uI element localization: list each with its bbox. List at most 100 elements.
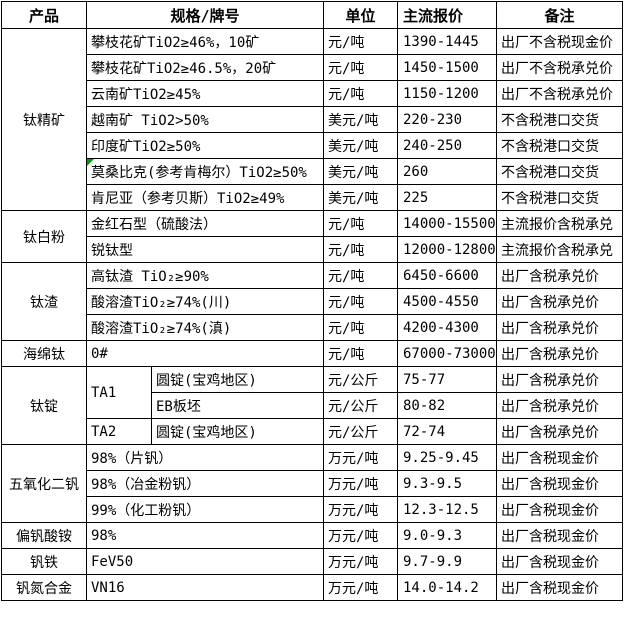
unit-cell: 美元/吨 xyxy=(323,184,398,211)
spec-cell: 肯尼亚（参考贝斯）TiO2≥49% xyxy=(86,184,324,211)
comment-indicator-icon xyxy=(87,159,94,166)
table-row: 锐钛型 元/吨 12000-12800 主流报价含税承兑 xyxy=(2,236,623,263)
note-cell: 出厂含税现金价 xyxy=(496,496,623,523)
note-cell: 不含税港口交货 xyxy=(496,106,623,133)
price-cell: 80-82 xyxy=(397,392,497,419)
note-cell: 出厂含税现金价 xyxy=(496,444,623,471)
note-cell: 出厂含税现金价 xyxy=(496,548,623,575)
table-row: 肯尼亚（参考贝斯）TiO2≥49% 美元/吨 225 不含税港口交货 xyxy=(2,184,623,211)
price-cell: 1150-1200 xyxy=(397,80,497,107)
spec-cell: FeV50 xyxy=(86,548,324,575)
price-cell: 9.7-9.9 xyxy=(397,548,497,575)
price-cell: 225 xyxy=(397,184,497,211)
table-row: 98%（冶金粉钒） 万元/吨 9.3-9.5 出厂含税现金价 xyxy=(2,470,623,497)
unit-cell: 元/吨 xyxy=(323,210,398,237)
header-note: 备注 xyxy=(496,1,623,29)
price-cell: 9.25-9.45 xyxy=(397,444,497,471)
grade-cell: TA1 xyxy=(86,366,152,419)
unit-cell: 元/吨 xyxy=(323,54,398,81)
product-group-label: 钛精矿 xyxy=(1,28,87,211)
unit-cell: 元/公斤 xyxy=(323,392,398,419)
unit-cell: 万元/吨 xyxy=(323,496,398,523)
table-row: 海绵钛 0# 元/吨 67000-73000 出厂含税承兑价 xyxy=(1,340,623,367)
table-row: 偏钒酸铵 98% 万元/吨 9.0-9.3 出厂含税现金价 xyxy=(1,522,623,549)
price-cell: 12000-12800 xyxy=(397,236,497,263)
price-cell: 14.0-14.2 xyxy=(397,574,497,601)
product-group-label: 偏钒酸铵 xyxy=(1,522,87,549)
price-cell: 9.3-9.5 xyxy=(397,470,497,497)
spec-cell: 98%（片钒） xyxy=(86,444,324,471)
unit-cell: 元/公斤 xyxy=(323,366,398,393)
product-group-label: 钛渣 xyxy=(1,262,87,341)
table-row: 越南矿 TiO2>50% 美元/吨 220-230 不含税港口交货 xyxy=(2,106,623,133)
header-spec: 规格/牌号 xyxy=(86,1,324,29)
note-cell: 出厂含税承兑价 xyxy=(496,340,623,367)
unit-cell: 万元/吨 xyxy=(323,548,398,575)
unit-cell: 美元/吨 xyxy=(323,106,398,133)
unit-cell: 万元/吨 xyxy=(323,522,398,549)
spec-text: 莫桑比克(参考肯梅尔）TiO2≥50% xyxy=(91,164,307,181)
unit-cell: 万元/吨 xyxy=(323,470,398,497)
note-cell: 出厂不含税承兑价 xyxy=(496,54,623,81)
price-cell: 240-250 xyxy=(397,132,497,159)
table-row: 印度矿TiO2≥50% 美元/吨 240-250 不含税港口交货 xyxy=(2,132,623,159)
table-row: 五氧化二钒 98%（片钒） 万元/吨 9.25-9.45 出厂含税现金价 xyxy=(1,444,623,523)
table-row: 酸溶渣TiO₂≥74%(滇) 元/吨 4200-4300 出厂含税承兑价 xyxy=(2,314,623,341)
table-row: 99%（化工粉钒） 万元/吨 12.3-12.5 出厂含税现金价 xyxy=(2,496,623,523)
note-cell: 出厂含税现金价 xyxy=(496,574,623,601)
spec-cell: 金红石型（硫酸法） xyxy=(86,210,324,237)
note-cell: 出厂含税承兑价 xyxy=(496,418,623,445)
header-price: 主流报价 xyxy=(397,1,497,29)
spec-cell: 圆锭(宝鸡地区) xyxy=(151,418,324,445)
table-row: 钛锭 TA1 圆锭(宝鸡地区) 元/公斤 75-77 出厂含税承兑价 xyxy=(1,366,623,445)
unit-cell: 元/吨 xyxy=(323,288,398,315)
note-cell: 主流报价含税承兑 xyxy=(496,236,623,263)
spec-cell: EB板坯 xyxy=(151,392,324,419)
note-cell: 出厂含税承兑价 xyxy=(496,262,623,289)
unit-cell: 美元/吨 xyxy=(323,158,398,185)
note-cell: 不含税港口交货 xyxy=(496,158,623,185)
header-unit: 单位 xyxy=(323,1,398,29)
spec-cell: 98% xyxy=(86,522,324,549)
spec-cell: 圆锭(宝鸡地区) xyxy=(151,366,324,393)
note-cell: 出厂含税承兑价 xyxy=(496,314,623,341)
price-cell: 1390-1445 xyxy=(397,28,497,55)
price-cell: 220-230 xyxy=(397,106,497,133)
unit-cell: 元/吨 xyxy=(323,80,398,107)
unit-cell: 元/吨 xyxy=(323,262,398,289)
product-group-label: 五氧化二钒 xyxy=(1,444,87,523)
unit-cell: 万元/吨 xyxy=(323,574,398,601)
table-row: 钒氮合金 VN16 万元/吨 14.0-14.2 出厂含税现金价 xyxy=(1,574,623,601)
spec-cell: 攀枝花矿TiO2≥46.5%，20矿 xyxy=(86,54,324,81)
unit-cell: 元/吨 xyxy=(323,314,398,341)
price-cell: 9.0-9.3 xyxy=(397,522,497,549)
header-row: 产品 规格/牌号 单位 主流报价 备注 xyxy=(1,1,623,29)
table-row: 钛精矿 攀枝花矿TiO2≥46%，10矿 元/吨 1390-1445 出厂不含税… xyxy=(1,28,623,211)
price-cell: 260 xyxy=(397,158,497,185)
spec-cell: VN16 xyxy=(86,574,324,601)
spec-cell: 印度矿TiO2≥50% xyxy=(86,132,324,159)
price-cell: 12.3-12.5 xyxy=(397,496,497,523)
note-cell: 出厂含税现金价 xyxy=(496,522,623,549)
unit-cell: 万元/吨 xyxy=(323,444,398,471)
product-group-label: 钒氮合金 xyxy=(1,574,87,601)
spec-cell: 云南矿TiO2≥45% xyxy=(86,80,324,107)
spec-cell: 锐钛型 xyxy=(86,236,324,263)
price-cell: 1450-1500 xyxy=(397,54,497,81)
table-row: 莫桑比克(参考肯梅尔）TiO2≥50% 美元/吨 260 不含税港口交货 xyxy=(2,158,623,185)
spec-cell: 高钛渣 TiO₂≥90% xyxy=(86,262,324,289)
spec-cell: 攀枝花矿TiO2≥46%，10矿 xyxy=(86,28,324,55)
note-cell: 出厂含税承兑价 xyxy=(496,288,623,315)
price-cell: 14000-15500 xyxy=(397,210,497,237)
table-row: 钛渣 高钛渣 TiO₂≥90% 元/吨 6450-6600 出厂含税承兑价 xyxy=(1,262,623,341)
spec-cell: 99%（化工粉钒） xyxy=(86,496,324,523)
note-cell: 出厂含税承兑价 xyxy=(496,392,623,419)
table-row: 钒铁 FeV50 万元/吨 9.7-9.9 出厂含税现金价 xyxy=(1,548,623,575)
unit-cell: 元/公斤 xyxy=(323,418,398,445)
grade-cell: TA2 xyxy=(86,418,152,445)
price-cell: 6450-6600 xyxy=(397,262,497,289)
table-row: TA2 圆锭(宝鸡地区) 元/公斤 72-74 出厂含税承兑价 xyxy=(2,418,623,445)
table-row: 酸溶渣TiO₂≥74%(川) 元/吨 4500-4550 出厂含税承兑价 xyxy=(2,288,623,315)
price-cell: 4500-4550 xyxy=(397,288,497,315)
spec-cell: 0# xyxy=(86,340,324,367)
